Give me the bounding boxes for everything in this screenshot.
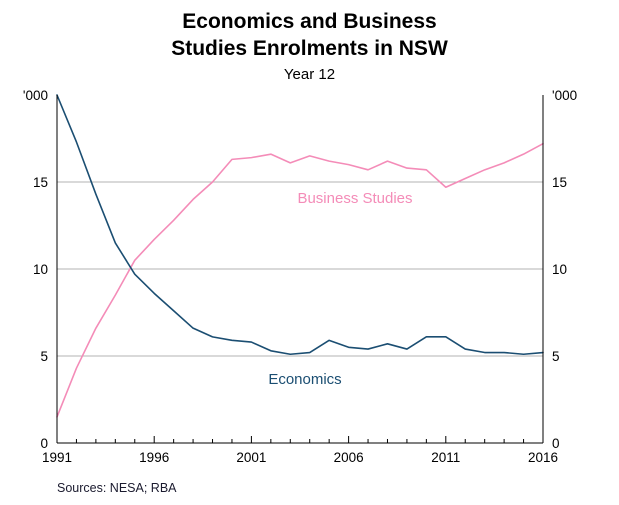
y-unit-label-left: '000 bbox=[23, 88, 48, 103]
data-line-economics bbox=[56, 94, 544, 356]
chart-subtitle: Year 12 bbox=[283, 66, 336, 83]
y-tick-label-left: 15 bbox=[33, 175, 48, 190]
y-tick-label-right: 5 bbox=[552, 349, 560, 364]
x-tick-label: 2001 bbox=[236, 450, 266, 465]
y-tick-label-left: 5 bbox=[40, 349, 48, 364]
x-tick-label: 1991 bbox=[42, 450, 72, 465]
chart-title-line2: Studies Enrolments in NSW bbox=[171, 37, 448, 60]
chart-title-line1: Economics and Business bbox=[182, 10, 437, 33]
y-tick-label-right: 10 bbox=[552, 262, 567, 277]
series-label-business-studies: Business Studies bbox=[297, 190, 413, 207]
data-line-business-studies bbox=[56, 142, 544, 418]
y-tick-label-right: 15 bbox=[552, 175, 567, 190]
x-tick-label: 2011 bbox=[431, 450, 460, 465]
y-unit-label-right: '000 bbox=[552, 88, 577, 103]
chart-title: Economics and Business Studies Enrolment… bbox=[0, 8, 619, 62]
y-tick-label-right: 0 bbox=[552, 436, 560, 451]
x-tick-label: 1996 bbox=[139, 450, 169, 465]
sources-note: Sources: NESA; RBA bbox=[57, 481, 177, 495]
y-tick-label-left: 10 bbox=[33, 262, 48, 277]
y-tick-label-left: 0 bbox=[40, 436, 48, 451]
x-tick-label: 2006 bbox=[334, 450, 364, 465]
x-tick-label: 2016 bbox=[528, 450, 558, 465]
series-label-economics: Economics bbox=[268, 371, 342, 388]
